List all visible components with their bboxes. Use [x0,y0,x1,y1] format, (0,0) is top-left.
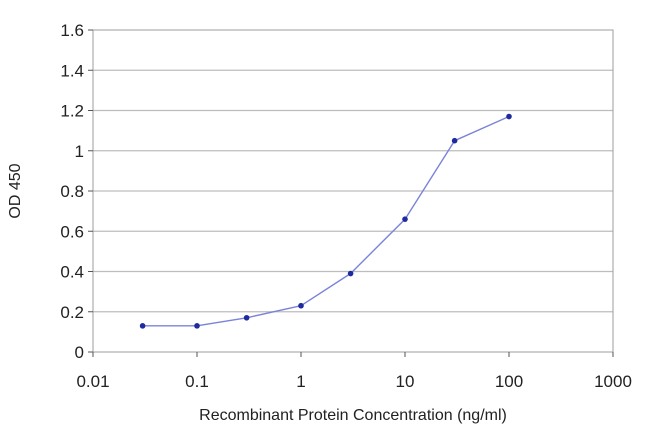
data-point [298,302,304,309]
data-series [139,113,512,329]
data-point [347,270,354,277]
y-tick-label: 1 [75,142,84,161]
data-point [139,323,146,329]
y-tick-label: 0.2 [60,303,84,322]
x-tick-label: 1 [296,372,305,391]
data-point [243,314,250,321]
data-point [402,216,408,222]
y-tick-label: 1.4 [60,61,84,80]
x-tick-label: 0.01 [76,372,109,391]
x-axis-ticks: 0.01 0.1 1 10 100 1000 [76,352,632,391]
x-tick-label: 1000 [594,372,632,391]
y-axis-title: OD 450 [7,163,24,218]
x-axis-title: Recombinant Protein Concentration (ng/ml… [199,407,507,424]
data-point [451,137,458,144]
data-point [506,113,512,120]
y-tick-label: 0.6 [60,222,84,241]
y-axis-ticks: 0 0.2 0.4 0.6 0.8 1 1.2 1.4 1.6 [60,21,93,362]
x-tick-label: 10 [396,372,415,391]
x-tick-label: 0.1 [185,372,209,391]
data-point [194,323,200,329]
x-tick-label: 100 [495,372,523,391]
gridlines [93,69,613,313]
y-tick-label: 0 [75,343,84,362]
y-tick-label: 0.8 [60,182,84,201]
y-tick-label: 0.4 [60,263,84,282]
series-line [142,115,510,327]
y-tick-label: 1.2 [60,102,84,121]
y-tick-label: 1.6 [60,21,84,40]
